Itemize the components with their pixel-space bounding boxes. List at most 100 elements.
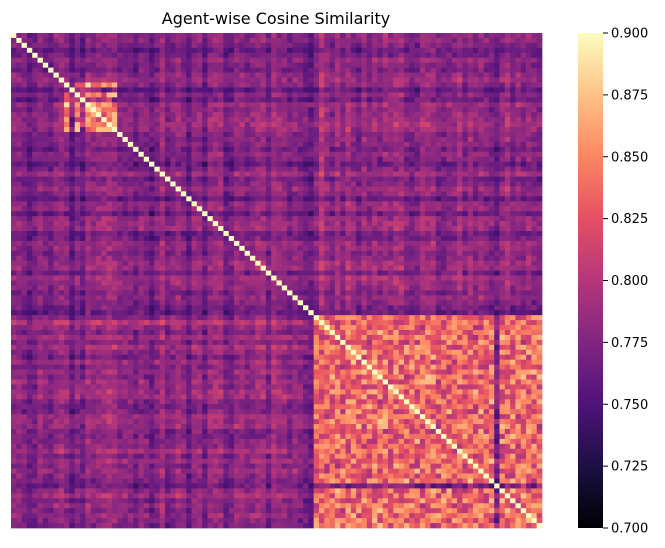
heatmap-cell xyxy=(106,171,113,177)
heatmap-cell xyxy=(377,57,384,64)
heatmap-cell xyxy=(499,72,506,78)
heatmap-cell xyxy=(372,265,378,271)
heatmap-cell xyxy=(244,146,251,153)
heatmap-cell xyxy=(48,57,54,64)
heatmap-cell xyxy=(143,226,150,232)
heatmap-cell xyxy=(164,57,171,64)
heatmap-cell xyxy=(138,221,145,227)
heatmap-cell xyxy=(133,226,139,232)
heatmap-cell xyxy=(85,112,91,118)
heatmap-cell xyxy=(292,141,299,148)
heatmap-cell xyxy=(292,87,299,93)
heatmap-cell xyxy=(255,127,261,133)
heatmap-cell xyxy=(42,265,49,271)
heatmap-cell xyxy=(239,245,245,252)
heatmap-cell xyxy=(122,136,129,143)
heatmap-cell xyxy=(292,181,299,187)
heatmap-cell xyxy=(228,260,235,266)
heatmap-cell xyxy=(117,211,123,217)
heatmap-cell xyxy=(531,211,538,217)
heatmap-cell xyxy=(117,166,123,172)
heatmap-cell xyxy=(430,136,437,143)
heatmap-cell xyxy=(377,42,384,49)
heatmap-cell xyxy=(90,211,97,217)
heatmap-cell xyxy=(175,245,182,252)
heatmap-cell xyxy=(32,52,38,59)
heatmap-cell xyxy=(90,132,97,138)
heatmap-cell xyxy=(520,57,527,64)
heatmap-cell xyxy=(122,206,129,212)
heatmap-cell xyxy=(202,206,208,212)
heatmap-cell xyxy=(223,141,230,148)
heatmap-cell xyxy=(303,107,309,113)
heatmap-cell xyxy=(478,270,484,276)
heatmap-cell xyxy=(138,136,145,143)
heatmap-cell xyxy=(234,132,240,138)
heatmap-cell xyxy=(64,250,70,257)
heatmap-cell xyxy=(388,240,394,247)
heatmap-cell xyxy=(462,250,469,257)
heatmap-cell xyxy=(515,211,522,217)
heatmap-cell xyxy=(515,33,522,39)
heatmap-cell xyxy=(16,47,22,54)
heatmap-cell xyxy=(32,221,38,227)
heatmap-cell xyxy=(536,265,543,271)
heatmap-cell xyxy=(234,245,240,252)
heatmap-cell xyxy=(318,191,325,197)
heatmap-cell xyxy=(191,181,198,187)
heatmap-cell xyxy=(212,231,219,237)
heatmap-cell xyxy=(356,151,362,158)
heatmap-cell xyxy=(303,102,309,108)
heatmap-cell xyxy=(202,221,208,227)
heatmap-cell xyxy=(329,166,336,172)
heatmap-cell xyxy=(202,117,208,123)
heatmap-cell xyxy=(430,122,437,128)
heatmap-cell xyxy=(287,117,293,123)
heatmap-cell xyxy=(265,77,272,83)
heatmap-cell xyxy=(361,57,368,64)
heatmap-cell xyxy=(202,245,208,252)
heatmap-cell xyxy=(26,37,33,44)
heatmap-cell xyxy=(414,37,421,44)
heatmap-cell xyxy=(345,201,352,207)
heatmap-cell xyxy=(64,47,70,54)
heatmap-cell xyxy=(80,146,86,153)
heatmap-cell xyxy=(329,37,336,44)
heatmap-cell xyxy=(228,57,235,64)
heatmap-cell xyxy=(366,67,373,73)
heatmap-cell xyxy=(111,37,118,44)
heatmap-cell xyxy=(149,141,155,148)
heatmap-cell xyxy=(111,216,118,222)
heatmap-cell xyxy=(90,275,97,281)
heatmap-cell xyxy=(313,102,320,108)
heatmap-cell xyxy=(340,87,346,93)
heatmap-cell xyxy=(382,245,389,252)
heatmap-cell xyxy=(101,77,107,83)
heatmap-cell xyxy=(520,37,527,44)
heatmap-cell xyxy=(398,201,405,207)
heatmap-cell xyxy=(218,161,224,167)
heatmap-cell xyxy=(11,62,17,68)
heatmap-cell xyxy=(324,265,330,271)
heatmap-cell xyxy=(366,260,373,266)
heatmap-cell xyxy=(308,146,315,153)
heatmap-cell xyxy=(398,166,405,172)
heatmap-cell xyxy=(414,240,421,247)
heatmap-cell xyxy=(494,176,500,182)
heatmap-cell xyxy=(11,231,17,237)
heatmap-cell xyxy=(234,191,240,197)
heatmap-cell xyxy=(53,146,60,153)
heatmap-cell xyxy=(218,245,224,252)
heatmap-cell xyxy=(377,275,384,281)
heatmap-cell xyxy=(409,87,415,93)
heatmap-cell xyxy=(32,132,38,138)
heatmap-cell xyxy=(42,181,49,187)
heatmap-cell xyxy=(281,102,288,108)
heatmap-cell xyxy=(419,136,426,143)
heatmap-cell xyxy=(64,235,70,242)
heatmap-cell xyxy=(488,221,495,227)
heatmap-cell xyxy=(101,211,107,217)
heatmap-cell xyxy=(255,97,261,103)
heatmap-cell xyxy=(212,42,219,49)
heatmap-cell xyxy=(393,176,399,182)
